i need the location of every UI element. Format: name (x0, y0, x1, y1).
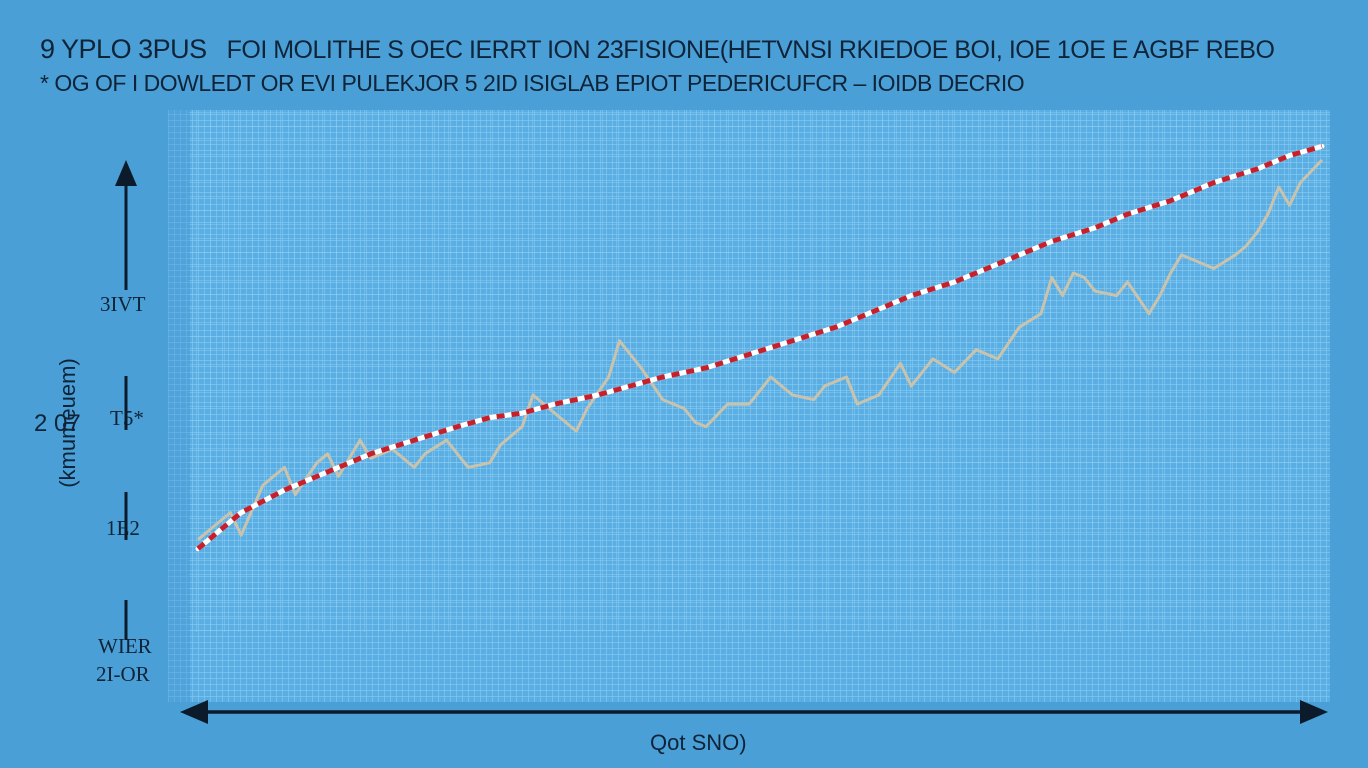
y-tick-label-extra: 2I-OR (96, 662, 150, 686)
trend-line-base (195, 143, 1325, 552)
chart-title-text: FOI MOLITHE S OEC IERRT ION 23FISIONE(HE… (226, 36, 1275, 64)
series-layer (195, 143, 1325, 552)
y-axis-arrow (115, 160, 137, 186)
x-axis-label: Qot SNO) (650, 730, 747, 755)
plot-left-band (168, 110, 190, 702)
chart-title: 9 YPLO 3PUS FOI MOLITHE S OEC IERRT ION 2… (40, 34, 1275, 65)
y-axis-label: 2 07 (34, 410, 81, 437)
raw-series-line (197, 158, 1324, 541)
chart-title-prefix: 9 YPLO 3PUS (40, 34, 207, 64)
y-tick-label: 1E2 (106, 516, 140, 540)
x-axis-arrow-right (1300, 700, 1328, 724)
x-axis-arrow-left (180, 700, 208, 724)
y-tick-label: 3IVT (100, 292, 146, 316)
y-axis-label-block: (kmumeuem) 2 07 (28, 340, 88, 500)
chart-subtitle: * OG OF I DOWLEDT OR EVI PULEKJOR 5 2ID … (40, 70, 1025, 96)
plot-grid (188, 110, 1330, 632)
